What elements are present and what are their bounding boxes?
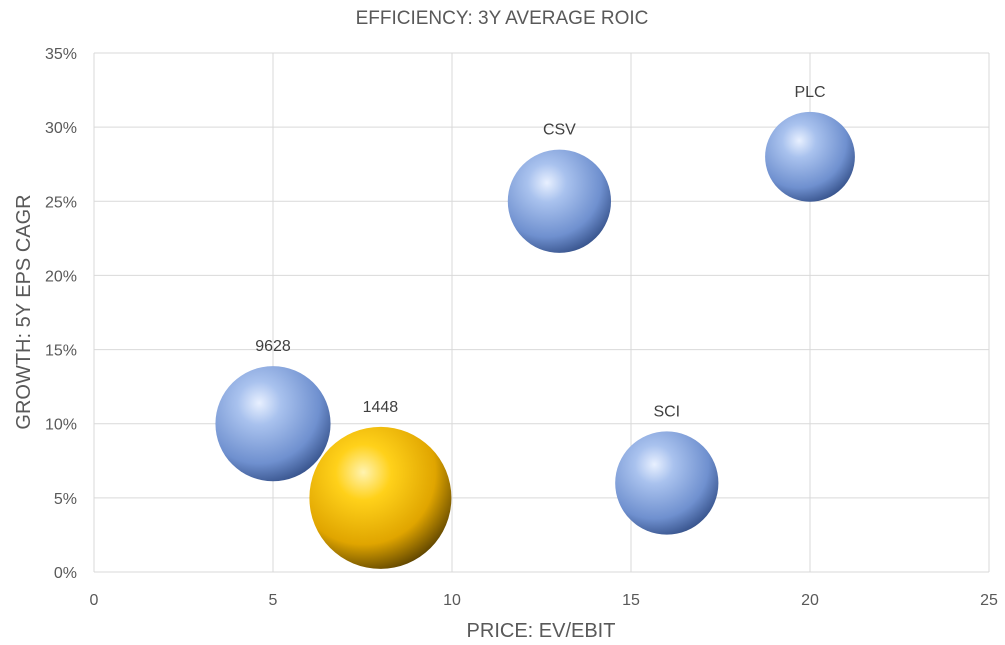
y-tick-label: 0% bbox=[54, 565, 77, 582]
bubble-label-PLC: PLC bbox=[794, 84, 825, 101]
x-tick-label: 25 bbox=[980, 592, 998, 609]
chart-title: EFFICIENCY: 3Y AVERAGE ROIC bbox=[356, 8, 649, 29]
x-tick-label: 10 bbox=[443, 592, 461, 609]
bubble-label-1448: 1448 bbox=[363, 399, 399, 416]
y-tick-label: 25% bbox=[45, 194, 77, 211]
x-axis-title: PRICE: EV/EBIT bbox=[467, 620, 616, 642]
x-tick-label: 0 bbox=[90, 592, 99, 609]
y-axis-title: GROWTH: 5Y EPS CAGR bbox=[13, 194, 35, 429]
y-axis-ticks: 0% 5% 10% 15% 20% 25% 30% 35% bbox=[45, 46, 77, 582]
y-tick-label: 35% bbox=[45, 46, 77, 63]
bubble-labels: 9628 1448 CSV SCI PLC bbox=[255, 84, 825, 421]
bubble-label-9628: 9628 bbox=[255, 338, 291, 355]
y-tick-label: 5% bbox=[54, 491, 77, 508]
bubble-PLC bbox=[765, 111, 855, 202]
y-tick-label: 20% bbox=[45, 268, 77, 285]
x-tick-label: 5 bbox=[269, 592, 278, 609]
x-tick-label: 20 bbox=[801, 592, 819, 609]
bubble-1448 bbox=[309, 426, 452, 569]
bubbles bbox=[215, 111, 855, 569]
y-tick-label: 15% bbox=[45, 343, 77, 360]
y-tick-label: 30% bbox=[45, 120, 77, 137]
bubble-9628 bbox=[215, 366, 331, 482]
y-tick-label: 10% bbox=[45, 417, 77, 434]
gridlines bbox=[93, 52, 990, 573]
bubble-label-SCI: SCI bbox=[653, 403, 680, 420]
x-axis-ticks: 0 5 10 15 20 25 bbox=[90, 592, 998, 609]
bubble-CSV bbox=[507, 149, 612, 253]
x-tick-label: 15 bbox=[622, 592, 640, 609]
bubble-SCI bbox=[615, 431, 719, 535]
bubble-label-CSV: CSV bbox=[543, 122, 576, 139]
